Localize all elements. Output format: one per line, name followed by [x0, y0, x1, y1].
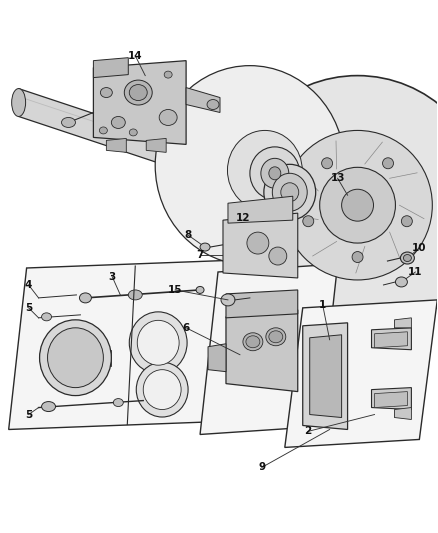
Polygon shape	[310, 335, 342, 417]
Polygon shape	[93, 61, 186, 144]
Ellipse shape	[155, 66, 345, 265]
Polygon shape	[93, 58, 128, 78]
Ellipse shape	[196, 286, 204, 293]
Ellipse shape	[129, 85, 147, 101]
Ellipse shape	[79, 293, 92, 303]
Text: 10: 10	[412, 243, 427, 253]
Polygon shape	[226, 290, 298, 318]
Ellipse shape	[269, 247, 287, 265]
Text: 11: 11	[408, 267, 423, 277]
Polygon shape	[395, 318, 411, 328]
Text: 1: 1	[319, 300, 326, 310]
Polygon shape	[395, 408, 411, 419]
Text: 7: 7	[196, 250, 204, 260]
Text: 15: 15	[168, 285, 182, 295]
Text: 12: 12	[236, 213, 250, 223]
Ellipse shape	[400, 252, 414, 264]
Ellipse shape	[61, 117, 75, 127]
Ellipse shape	[124, 80, 152, 105]
Ellipse shape	[246, 336, 260, 348]
Ellipse shape	[136, 362, 188, 417]
Text: 4: 4	[25, 280, 32, 290]
Ellipse shape	[200, 243, 210, 251]
Polygon shape	[226, 310, 298, 392]
Ellipse shape	[396, 277, 407, 287]
Ellipse shape	[128, 290, 142, 300]
Ellipse shape	[137, 320, 179, 365]
Polygon shape	[208, 344, 226, 372]
Ellipse shape	[129, 129, 137, 136]
Ellipse shape	[320, 167, 396, 243]
Ellipse shape	[281, 183, 299, 201]
Ellipse shape	[100, 87, 112, 98]
Ellipse shape	[164, 71, 172, 78]
Ellipse shape	[264, 164, 316, 220]
Ellipse shape	[143, 370, 181, 409]
Text: 5: 5	[25, 409, 32, 419]
Ellipse shape	[111, 117, 125, 128]
Ellipse shape	[221, 294, 235, 306]
Ellipse shape	[266, 328, 286, 346]
Polygon shape	[39, 350, 111, 366]
Ellipse shape	[261, 158, 289, 188]
Ellipse shape	[99, 127, 107, 134]
Ellipse shape	[243, 333, 263, 351]
Ellipse shape	[250, 147, 300, 200]
Text: 2: 2	[304, 426, 311, 437]
Ellipse shape	[207, 100, 219, 109]
Ellipse shape	[269, 167, 281, 180]
Ellipse shape	[227, 131, 302, 210]
Ellipse shape	[129, 312, 187, 374]
Text: 3: 3	[109, 272, 116, 282]
Polygon shape	[374, 332, 407, 348]
Text: 14: 14	[128, 51, 143, 61]
Text: 9: 9	[258, 462, 265, 472]
Ellipse shape	[382, 158, 393, 169]
Polygon shape	[285, 300, 437, 447]
Ellipse shape	[48, 328, 103, 387]
Polygon shape	[228, 196, 293, 223]
Ellipse shape	[228, 76, 438, 335]
Polygon shape	[186, 87, 220, 112]
Ellipse shape	[303, 216, 314, 227]
Polygon shape	[200, 264, 338, 434]
Ellipse shape	[42, 313, 52, 321]
Ellipse shape	[113, 399, 124, 407]
Ellipse shape	[272, 173, 307, 211]
Polygon shape	[303, 323, 348, 430]
Polygon shape	[9, 260, 238, 430]
Polygon shape	[19, 88, 339, 223]
Polygon shape	[374, 392, 407, 408]
Ellipse shape	[39, 320, 111, 395]
Ellipse shape	[283, 131, 432, 280]
Polygon shape	[146, 139, 166, 152]
Text: 13: 13	[330, 173, 345, 183]
Text: 6: 6	[183, 323, 190, 333]
Ellipse shape	[12, 88, 25, 117]
Polygon shape	[106, 139, 126, 152]
Ellipse shape	[269, 331, 283, 343]
Ellipse shape	[321, 158, 332, 169]
Ellipse shape	[401, 216, 412, 227]
Ellipse shape	[247, 232, 269, 254]
Polygon shape	[223, 213, 298, 278]
Ellipse shape	[403, 255, 411, 262]
Ellipse shape	[42, 401, 56, 411]
Ellipse shape	[342, 189, 374, 221]
Polygon shape	[371, 328, 411, 350]
Text: 5: 5	[25, 303, 32, 313]
Ellipse shape	[352, 252, 363, 263]
Ellipse shape	[159, 109, 177, 125]
Polygon shape	[371, 387, 411, 409]
Text: 8: 8	[184, 230, 192, 240]
